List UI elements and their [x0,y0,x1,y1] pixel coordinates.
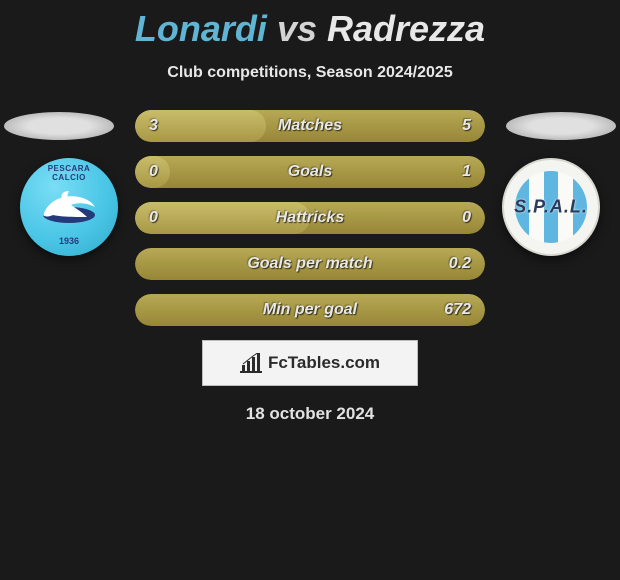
stat-label: Matches [135,117,485,135]
stat-label: Hattricks [135,209,485,227]
badge-left-toptext: PESCARA CALCIO [34,164,104,182]
stat-row: Goals per match0.2 [135,248,485,280]
badge-left-year: 1936 [59,236,79,246]
stat-row: 0Goals1 [135,156,485,188]
stat-rows: 3Matches50Goals10Hattricks0Goals per mat… [135,110,485,326]
stat-value-right: 0.2 [449,255,471,273]
stat-value-right: 672 [444,301,471,319]
stat-label: Goals per match [135,255,485,273]
team-badge-left: PESCARA CALCIO 1936 [20,158,118,256]
brand-text: FcTables.com [268,353,380,373]
stat-row: 3Matches5 [135,110,485,142]
shadow-ellipse-left [4,112,114,140]
team-badge-right: S.P.A.L. [502,158,600,256]
stat-value-right: 1 [462,163,471,181]
main-area: PESCARA CALCIO 1936 S.P.A.L. 3Matches50G… [0,110,620,424]
comparison-title: Lonardi vs Radrezza [0,0,620,50]
dolphin-icon [37,187,101,227]
subtitle: Club competitions, Season 2024/2025 [0,64,620,82]
stat-row: Min per goal672 [135,294,485,326]
player1-name: Lonardi [135,8,267,49]
chart-bars-icon [240,353,262,373]
vs-separator: vs [277,8,317,49]
stat-row: 0Hattricks0 [135,202,485,234]
stat-label: Goals [135,163,485,181]
stat-value-right: 5 [462,117,471,135]
stat-label: Min per goal [135,301,485,319]
player2-name: Radrezza [327,8,485,49]
date-text: 18 october 2024 [0,404,620,424]
brand-box[interactable]: FcTables.com [202,340,418,386]
stat-value-right: 0 [462,209,471,227]
shadow-ellipse-right [506,112,616,140]
badge-right-text: S.P.A.L. [514,197,588,218]
